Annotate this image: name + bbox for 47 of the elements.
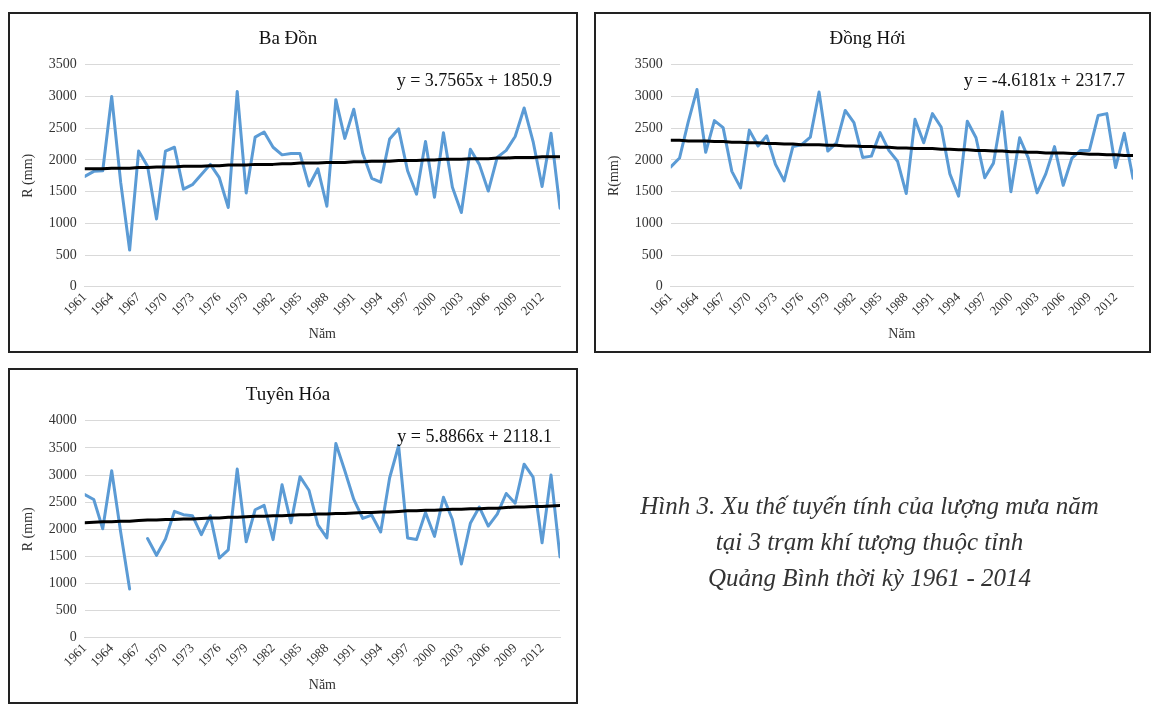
text: Quảng Bình thời kỳ 1961 - 2014: [707, 563, 1032, 593]
y-axis-title: R(mm): [606, 155, 623, 197]
x-tick-label: 1988: [302, 640, 332, 670]
y-tick-label: 3000: [48, 88, 77, 104]
annotation: y = 5.8866x + 2118.1: [397, 425, 552, 446]
x-tick-label: 1979: [221, 289, 251, 319]
y-tick-label: 1500: [48, 548, 77, 564]
x-tick-label: 1979: [221, 640, 251, 670]
y-tick-label: 500: [55, 246, 77, 262]
x-tick-label: 1991: [329, 289, 359, 319]
chart-title: Đồng Hới: [829, 27, 906, 49]
y-tick-label: 2500: [48, 493, 77, 509]
y-tick-label: 3500: [48, 439, 77, 455]
y-tick-label: 3500: [634, 56, 663, 72]
annotation: y = 3.7565x + 1850.9: [396, 69, 552, 90]
y-axis-title: R (mm): [20, 153, 37, 198]
y-tick-label: 1000: [634, 215, 663, 231]
x-tick-label: 1982: [248, 289, 278, 319]
y-axis-title: R (mm): [20, 506, 37, 552]
y-tick-label: 2000: [48, 151, 77, 167]
x-tick-label: 1988: [302, 289, 332, 319]
text: tại 3 trạm khí tượng thuộc tỉnh: [714, 527, 1025, 557]
x-axis-title: Năm: [308, 677, 337, 693]
y-tick-label: 4000: [48, 412, 77, 428]
y-tick-label: 3000: [634, 88, 663, 104]
y-tick-label: 1000: [48, 215, 77, 231]
text: Hình 3. Xu thế tuyến tính của lượng mưa năm: [639, 491, 1100, 521]
x-axis-title: Năm: [308, 326, 337, 342]
chart-title: Ba Đồn: [258, 27, 318, 49]
y-tick-label: 2000: [634, 151, 663, 167]
y-tick-label: 500: [55, 602, 77, 618]
y-tick-label: 2000: [48, 520, 77, 536]
y-tick-label: 1000: [48, 575, 77, 591]
x-tick-label: 1991: [329, 640, 359, 670]
y-tick-label: 3000: [48, 466, 77, 482]
chart-title: Tuyên Hóa: [245, 383, 331, 405]
x-tick-label: 1973: [751, 289, 780, 319]
x-tick-label: 1970: [724, 289, 754, 319]
annotation: y = -4.6181x + 2317.7: [963, 69, 1125, 90]
y-tick-label: 2500: [634, 119, 663, 135]
x-axis-title: Năm: [888, 326, 916, 342]
y-tick-label: 2500: [48, 119, 77, 135]
y-tick-label: 1500: [634, 183, 663, 199]
y-tick-label: 3500: [48, 56, 77, 72]
y-tick-label: 500: [641, 246, 663, 262]
x-tick-label: 1982: [248, 640, 278, 670]
y-tick-label: 1500: [48, 183, 77, 199]
